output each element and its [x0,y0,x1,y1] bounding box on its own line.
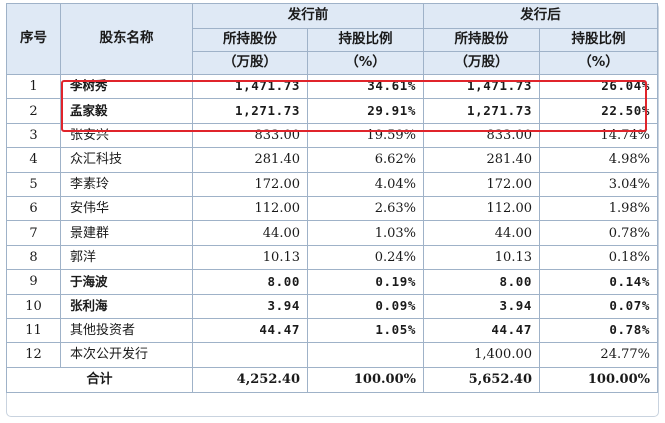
before-ratio: 29.91% [307,98,424,124]
header-before: 发行前 [192,3,424,29]
after-ratio: 0.78% [539,220,658,246]
total-row: 合计 4,252.40 100.00% 5,652.40 100.00% [6,366,658,393]
before-shares: 44.00 [192,220,308,246]
before-shares: 44.47 [192,317,308,344]
row-number: 3 [6,122,61,149]
before-shares: 1,271.73 [192,98,308,124]
row-number: 6 [6,195,61,222]
before-shares: 281.40 [192,147,308,173]
after-shares: 112.00 [423,195,540,222]
after-ratio: 1.98% [539,195,658,222]
table-row: 10 张利海 3.94 0.09% 3.94 0.07% [6,293,658,319]
before-shares [192,342,308,368]
shareholder-name: 李素玲 [60,171,193,197]
before-shares: 8.00 [192,269,308,295]
after-shares: 172.00 [423,171,540,197]
highlight-box [61,80,647,132]
shareholder-name: 张利海 [60,293,193,319]
row-number: 4 [6,147,61,173]
after-shares: 44.00 [423,220,540,246]
header-before-ratio: 持股比例 [307,28,424,52]
header-before-shares-unit: （万股） [192,51,308,75]
header-before-shares: 所持股份 [192,28,308,52]
header-seq: 序号 [6,3,61,75]
shareholder-name: 张安兴 [60,122,193,149]
after-ratio: 4.98% [539,147,658,173]
table-row: 12 本次公开发行 1,400.00 24.77% [6,342,658,368]
total-before-shares: 4,252.40 [192,366,308,393]
row-number: 5 [6,171,61,197]
after-shares: 833.00 [423,122,540,149]
header-after-shares: 所持股份 [423,28,540,52]
after-ratio: 0.78% [539,317,658,344]
header-after-ratio-unit: （%） [539,51,658,75]
shareholder-name: 李树秀 [60,73,193,100]
table-row: 5 李素玲 172.00 4.04% 172.00 3.04% [6,171,658,197]
before-ratio: 2.63% [307,195,424,222]
row-number: 9 [6,269,61,295]
before-ratio: 6.62% [307,147,424,173]
after-shares: 1,400.00 [423,342,540,368]
after-shares: 1,271.73 [423,98,540,124]
after-shares: 8.00 [423,269,540,295]
table-row: 9 于海波 8.00 0.19% 8.00 0.14% [6,269,658,295]
total-label: 合计 [6,366,193,393]
shareholder-name: 本次公开发行 [60,342,193,368]
header-after: 发行后 [423,3,658,29]
shareholder-name: 景建群 [60,220,193,246]
after-ratio: 3.04% [539,171,658,197]
row-number: 2 [6,98,61,124]
after-shares: 10.13 [423,244,540,271]
total-before-ratio: 100.00% [307,366,424,393]
before-shares: 10.13 [192,244,308,271]
after-ratio: 0.18% [539,244,658,271]
before-shares: 3.94 [192,293,308,319]
after-shares: 3.94 [423,293,540,319]
row-number: 12 [6,342,61,368]
shareholder-name: 于海波 [60,269,193,295]
header-name: 股东名称 [60,3,193,75]
table-row: 7 景建群 44.00 1.03% 44.00 0.78% [6,220,658,246]
shareholder-name: 众汇科技 [60,147,193,173]
shareholder-name: 孟家毅 [60,98,193,124]
before-ratio: 1.05% [307,317,424,344]
header-after-shares-unit: （万股） [423,51,540,75]
header-after-ratio: 持股比例 [539,28,658,52]
after-ratio: 0.14% [539,269,658,295]
after-shares: 44.47 [423,317,540,344]
before-ratio: 4.04% [307,171,424,197]
table-row: 6 安伟华 112.00 2.63% 112.00 1.98% [6,195,658,222]
before-ratio: 34.61% [307,73,424,100]
after-shares: 281.40 [423,147,540,173]
table-row: 4 众汇科技 281.40 6.62% 281.40 4.98% [6,147,658,173]
before-shares: 172.00 [192,171,308,197]
before-ratio: 0.19% [307,269,424,295]
after-ratio: 22.50% [539,98,658,124]
table-row: 2 孟家毅 1,271.73 29.91% 1,271.73 22.50% [6,98,658,124]
row-number: 8 [6,244,61,271]
before-ratio [307,342,424,368]
total-after-shares: 5,652.40 [423,366,540,393]
row-number: 10 [6,293,61,319]
before-ratio: 0.24% [307,244,424,271]
header-before-ratio-unit: （%） [307,51,424,75]
table-row: 3 张安兴 833.00 19.59% 833.00 14.74% [6,122,658,149]
after-ratio: 24.77% [539,342,658,368]
table-row: 11 其他投资者 44.47 1.05% 44.47 0.78% [6,317,658,344]
row-number: 7 [6,220,61,246]
row-number: 11 [6,317,61,344]
after-ratio: 0.07% [539,293,658,319]
shareholding-table: 序号 股东名称 发行前 发行后 所持股份 持股比例 所持股份 持股比例 （万股）… [6,3,658,393]
row-number: 1 [6,73,61,100]
shareholder-name: 其他投资者 [60,317,193,344]
after-ratio: 26.04% [539,73,658,100]
total-after-ratio: 100.00% [539,366,658,393]
table-row: 8 郭洋 10.13 0.24% 10.13 0.18% [6,244,658,271]
before-shares: 112.00 [192,195,308,222]
before-ratio: 0.09% [307,293,424,319]
shareholder-name: 安伟华 [60,195,193,222]
shareholder-name: 郭洋 [60,244,193,271]
before-ratio: 1.03% [307,220,424,246]
table-row: 1 李树秀 1,471.73 34.61% 1,471.73 26.04% [6,73,658,100]
